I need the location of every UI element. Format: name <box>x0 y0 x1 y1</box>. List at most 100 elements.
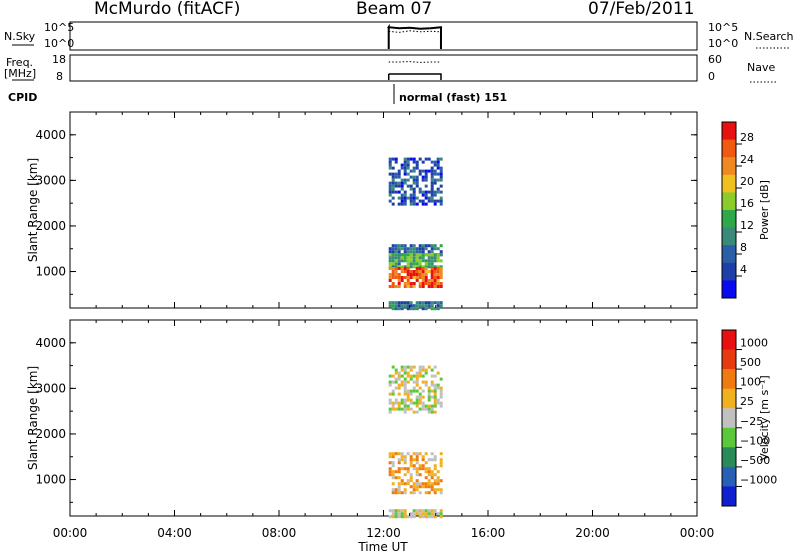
velocity-heatmap <box>388 365 443 519</box>
heatmap-cell <box>430 270 434 273</box>
heatmap-cell <box>388 247 392 251</box>
cpid-label: CPID <box>8 91 38 104</box>
heatmap-cell <box>415 184 419 188</box>
heatmap-cell <box>427 389 431 393</box>
heatmap-cell <box>439 461 443 465</box>
heatmap-cell <box>421 279 425 282</box>
heatmap-cell <box>421 380 425 384</box>
heatmap-cell <box>439 301 443 305</box>
heatmap-cell <box>394 244 398 248</box>
heatmap-cell <box>400 256 404 260</box>
x-tick-label: 16:00 <box>471 526 506 540</box>
heatmap-cell <box>427 386 431 390</box>
heatmap-cell <box>412 307 416 311</box>
heatmap-cell <box>394 250 398 254</box>
heatmap-cell <box>394 301 398 305</box>
heatmap-cell <box>397 476 401 480</box>
heatmap-cell <box>403 365 407 369</box>
nave-line <box>388 61 441 63</box>
heatmap-cell <box>412 464 416 468</box>
heatmap-cell <box>415 273 419 276</box>
heatmap-cell <box>409 368 413 372</box>
heatmap-cell <box>421 395 425 399</box>
heatmap-cell <box>409 273 413 276</box>
heatmap-cell <box>421 270 425 273</box>
heatmap-cell <box>427 196 431 200</box>
heatmap-cell <box>418 371 422 375</box>
heatmap-cell <box>406 365 410 369</box>
heatmap-cell <box>433 193 437 197</box>
heatmap-cell <box>397 247 401 251</box>
heatmap-cell <box>412 285 416 288</box>
heatmap-cell <box>415 253 419 257</box>
heatmap-cell <box>430 476 434 480</box>
heatmap-cell <box>436 273 440 276</box>
velocity-colorbar: 1000 500 100 25 −25 −100 −500 −1000 <box>721 329 777 507</box>
heatmap-cell <box>391 482 395 486</box>
heatmap-cell <box>409 262 413 266</box>
heatmap-cell <box>394 491 398 495</box>
x-tick-label: 12:00 <box>366 526 401 540</box>
heatmap-cell <box>436 282 440 285</box>
heatmap-cell <box>394 273 398 276</box>
heatmap-cell <box>406 262 410 266</box>
colorbar-tick-label: −100 <box>740 434 770 447</box>
heatmap-cell <box>439 273 443 276</box>
heatmap-cell <box>409 253 413 257</box>
heatmap-cell <box>406 398 410 402</box>
heatmap-cell <box>397 190 401 194</box>
heatmap-cell <box>400 512 404 516</box>
heatmap-cell <box>415 307 419 311</box>
heatmap-cell <box>415 473 419 477</box>
heatmap-cell <box>418 301 422 305</box>
heatmap-cell <box>421 482 425 486</box>
heatmap-cell <box>421 178 425 182</box>
heatmap-cell <box>415 163 419 167</box>
heatmap-cell <box>421 285 425 288</box>
heatmap-cell <box>388 199 392 203</box>
heatmap-cell <box>403 380 407 384</box>
heatmap-cell <box>418 199 422 203</box>
colorbar-tick-label: 20 <box>740 175 754 188</box>
heatmap-cell <box>424 307 428 311</box>
heatmap-cell <box>394 265 398 269</box>
heatmap-cell <box>415 488 419 492</box>
heatmap-cell <box>430 452 434 456</box>
nsearch-tick-top: 10^5 <box>708 21 739 34</box>
heatmap-cell <box>418 190 422 194</box>
heatmap-cell <box>394 304 398 308</box>
heatmap-cell <box>397 407 401 411</box>
heatmap-cell <box>403 458 407 462</box>
heatmap-cell <box>418 267 422 270</box>
heatmap-cell <box>427 512 431 516</box>
heatmap-cell <box>394 488 398 492</box>
heatmap-cell <box>433 374 437 378</box>
heatmap-cell <box>400 259 404 263</box>
heatmap-cell <box>439 389 443 393</box>
heatmap-cell <box>439 392 443 396</box>
y-tick-label: 1000 <box>35 265 66 279</box>
heatmap-cell <box>421 467 425 471</box>
heatmap-cell <box>433 515 437 519</box>
velocity-panel-frame <box>69 319 698 517</box>
colorbar-cell <box>722 408 736 429</box>
heatmap-cell <box>415 395 419 399</box>
heatmap-cell <box>412 512 416 516</box>
heatmap-cell <box>394 401 398 405</box>
heatmap-cell <box>415 196 419 200</box>
heatmap-cell <box>403 301 407 305</box>
heatmap-cell <box>433 247 437 251</box>
heatmap-cell <box>433 273 437 276</box>
heatmap-cell <box>427 169 431 173</box>
heatmap-cell <box>412 262 416 266</box>
heatmap-cell <box>397 276 401 279</box>
heatmap-cell <box>388 276 392 279</box>
heatmap-cell <box>403 304 407 308</box>
heatmap-cell <box>409 398 413 402</box>
colorbar-tick-label: 100 <box>740 376 761 389</box>
heatmap-cell <box>403 401 407 405</box>
heatmap-cell <box>397 282 401 285</box>
heatmap-cell <box>391 512 395 516</box>
heatmap-cell <box>391 259 395 263</box>
heatmap-cell <box>439 282 443 285</box>
